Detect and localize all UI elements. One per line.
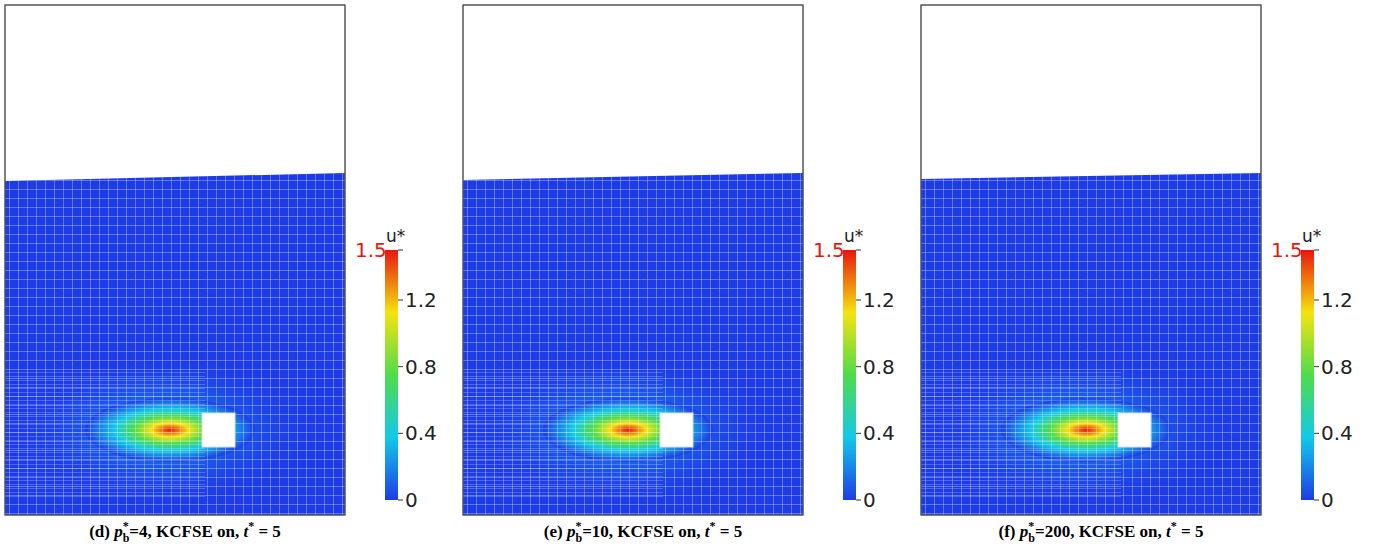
- tank: [463, 5, 803, 515]
- panel: u* 0 0.4 0.8 1.2 1.5 (f) p*b=200, KCFSE on, t*…: [921, 5, 1353, 545]
- caption: (f) p*b=200, KCFSE on, t* = 5: [999, 519, 1204, 545]
- mesh: [921, 5, 1261, 515]
- mesh-fine: [463, 370, 663, 500]
- tick-label: 1.2: [863, 288, 895, 312]
- caption-part: p: [112, 522, 123, 541]
- colorbar-label: u*: [844, 226, 863, 246]
- caption-part: (d): [89, 522, 114, 541]
- tank-frame: [921, 5, 1261, 515]
- fluid-bg: [5, 5, 345, 515]
- colorbar: [843, 250, 856, 500]
- tick: [856, 433, 861, 434]
- tick: [1314, 433, 1319, 434]
- tick-label: 0.8: [1321, 355, 1353, 379]
- caption-part: (e): [544, 522, 567, 541]
- mesh: [5, 5, 345, 515]
- tick: [856, 250, 861, 251]
- tick: [1314, 250, 1319, 251]
- tick-label: 0: [1321, 488, 1334, 512]
- colorbar-label: u*: [1302, 226, 1321, 246]
- fluid: [5, 5, 345, 515]
- tank: [921, 5, 1261, 515]
- tick: [398, 250, 403, 251]
- panel: u* 0 0.4 0.8 1.2 1.5 (e) p*b=10, KCFSE on, t* …: [463, 5, 895, 545]
- tick-label: 0: [405, 488, 418, 512]
- obstacle: [1118, 413, 1151, 447]
- caption: (d) p*b=4, KCFSE on, t* = 5: [89, 519, 281, 545]
- tick: [856, 366, 861, 367]
- obstacle: [202, 413, 235, 447]
- tick-label: 0.4: [863, 421, 895, 445]
- tick-label: 1.5: [355, 238, 387, 262]
- caption-part: p: [565, 522, 576, 541]
- tick-label: 1.2: [405, 288, 437, 312]
- caption-part: =200, KCFSE on,: [1035, 522, 1166, 541]
- mesh: [463, 5, 803, 515]
- tick-label: 0.4: [405, 421, 437, 445]
- mesh-fine: [5, 370, 205, 500]
- fluid-bg: [921, 5, 1261, 515]
- mesh-fine: [921, 370, 1121, 500]
- tick-label: 0.4: [1321, 421, 1353, 445]
- caption: (e) p*b=10, KCFSE on, t* = 5: [544, 519, 742, 545]
- tick-label: 0: [863, 488, 876, 512]
- tick: [856, 500, 861, 501]
- tick: [398, 500, 403, 501]
- caption-part: =10, KCFSE on,: [582, 522, 705, 541]
- tick-label: 0.8: [863, 355, 895, 379]
- caption-part: =4, KCFSE on,: [129, 522, 243, 541]
- colorbar-label: u*: [386, 226, 405, 246]
- colorbar: [385, 250, 398, 500]
- panel: u* 0 0.4 0.8 1.2 1.5 (d) p*b=4, KCFSE on, t* =…: [5, 5, 437, 545]
- tick: [398, 433, 403, 434]
- tick-label: 1.2: [1321, 288, 1353, 312]
- caption-part: = 5: [715, 522, 742, 541]
- tick-label: 1.5: [813, 238, 845, 262]
- tick-label: 0.8: [405, 355, 437, 379]
- tick: [398, 300, 403, 301]
- colorbar: [1301, 250, 1314, 500]
- tank: [5, 5, 345, 515]
- fluid: [921, 5, 1261, 515]
- fluid-bg: [463, 5, 803, 515]
- caption-part: (f): [999, 522, 1020, 541]
- tick: [398, 366, 403, 367]
- fluid: [463, 5, 803, 515]
- tank-frame: [5, 5, 345, 515]
- tick: [1314, 500, 1319, 501]
- tick-label: 1.5: [1271, 238, 1303, 262]
- obstacle: [660, 413, 693, 447]
- tick: [856, 300, 861, 301]
- caption-part: = 5: [1177, 522, 1204, 541]
- caption-part: = 5: [254, 522, 281, 541]
- tank-frame: [463, 5, 803, 515]
- caption-part: p: [1018, 522, 1029, 541]
- tick: [1314, 366, 1319, 367]
- figure: u* 0 0.4 0.8 1.2 1.5 (d) p*b=4, KCFSE on, t* =…: [0, 0, 1376, 549]
- tick: [1314, 300, 1319, 301]
